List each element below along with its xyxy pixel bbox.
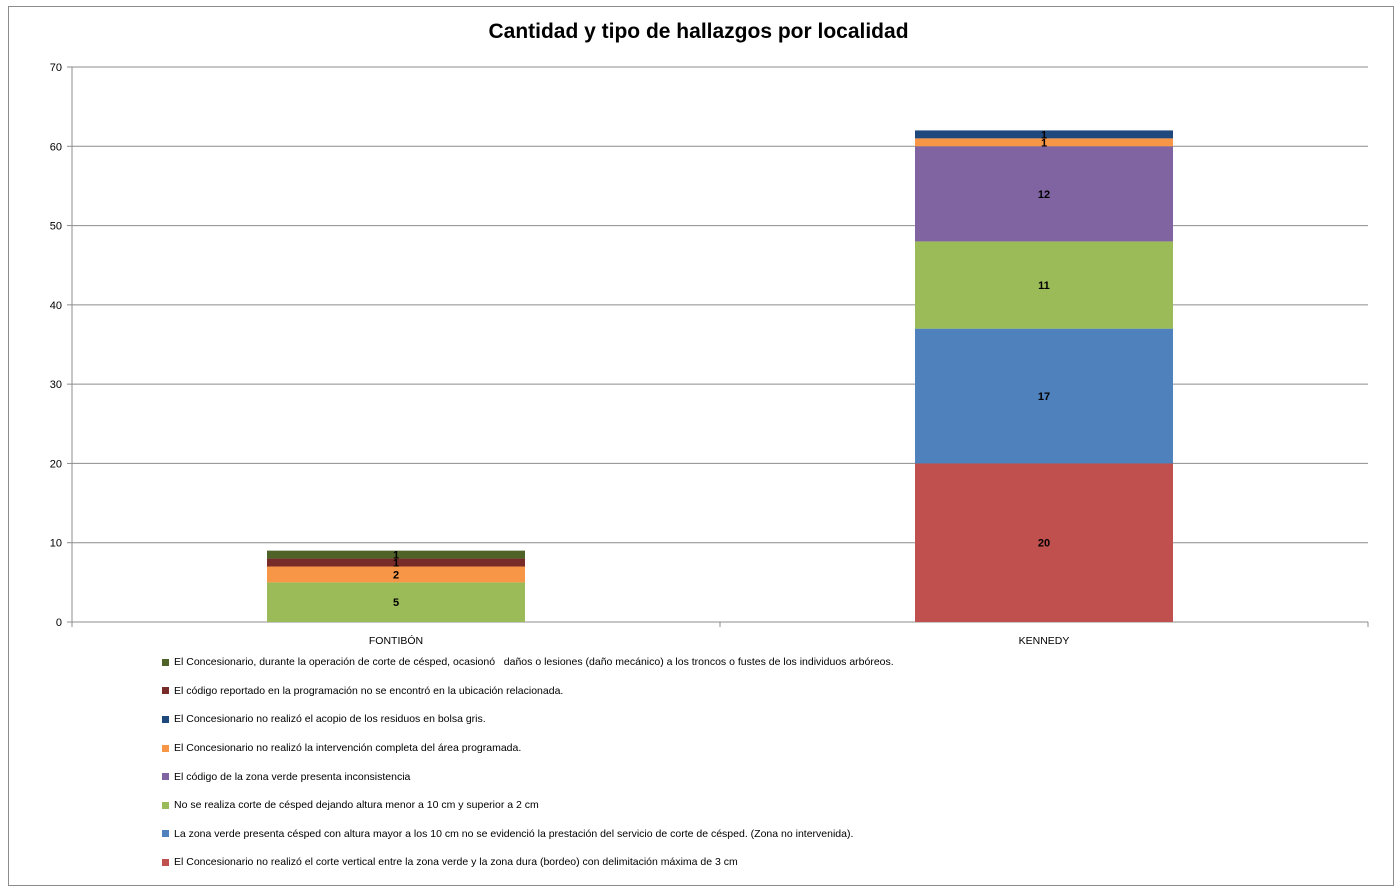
legend-swatch — [162, 715, 169, 723]
x-tick-label: FONTIBÓN — [369, 634, 423, 647]
legend-swatch — [162, 830, 169, 838]
bar-segment — [267, 550, 525, 559]
bar-segment — [267, 566, 525, 583]
legend-swatch — [162, 858, 169, 866]
legend-item: El código reportado en la programación n… — [162, 677, 1362, 706]
y-tick-label: 50 — [50, 221, 62, 233]
bar-segment — [267, 558, 525, 567]
data-label: 12 — [1038, 189, 1050, 201]
bar-segment — [915, 328, 1173, 464]
bar-segment — [915, 146, 1173, 242]
y-tick-label: 0 — [56, 617, 62, 629]
bar-segment — [915, 241, 1173, 329]
legend-label: El Concesionario no realizó el corte ver… — [174, 856, 738, 869]
bar-segment — [267, 582, 525, 622]
y-tick-label: 60 — [50, 141, 62, 153]
legend-label: El Concesionario no realizó el acopio de… — [174, 713, 486, 726]
data-label: 1 — [393, 550, 399, 562]
legend-swatch — [162, 801, 169, 809]
chart-title: Cantidad y tipo de hallazgos por localid… — [488, 20, 909, 43]
legend-item: El Concesionario no realizó la intervenc… — [162, 734, 1362, 763]
legend-item: El código de la zona verde presenta inco… — [162, 762, 1362, 791]
data-label: 5 — [393, 597, 399, 609]
data-label: 2 — [393, 569, 399, 581]
legend-swatch — [162, 773, 169, 781]
data-label: 1 — [1041, 129, 1047, 141]
legend-swatch — [162, 658, 169, 666]
legend-label: El código de la zona verde presenta inco… — [174, 770, 411, 783]
y-tick-label: 70 — [50, 62, 62, 74]
bar-segment — [915, 138, 1173, 147]
x-tick-label: KENNEDY — [1019, 635, 1070, 647]
chart-plot: 0102030405060705211FONTIBÓN2017111211KEN… — [50, 62, 1369, 647]
y-tick-label: 30 — [50, 379, 62, 391]
legend-label: No se realiza corte de césped dejando al… — [174, 799, 539, 812]
legend-label: El Concesionario, durante la operación d… — [174, 656, 894, 669]
legend-label: El código reportado en la programación n… — [174, 684, 564, 697]
chart-legend: El Concesionario, durante la operación d… — [162, 648, 1362, 877]
legend-label: La zona verde presenta césped con altura… — [174, 827, 854, 840]
bar-segment — [915, 463, 1173, 622]
data-label: 17 — [1038, 391, 1050, 403]
legend-item: El Concesionario no realizó el acopio de… — [162, 705, 1362, 734]
data-label: 1 — [1041, 137, 1047, 149]
data-label: 11 — [1038, 280, 1050, 292]
bar-segment — [915, 130, 1173, 139]
legend-swatch — [162, 687, 169, 695]
y-tick-label: 10 — [50, 538, 62, 550]
legend-item: El Concesionario no realizó el corte ver… — [162, 848, 1362, 877]
y-tick-label: 20 — [50, 458, 62, 470]
data-label: 1 — [393, 558, 399, 570]
y-tick-label: 40 — [50, 300, 62, 312]
data-label: 20 — [1038, 538, 1050, 550]
legend-item: El Concesionario, durante la operación d… — [162, 648, 1362, 677]
legend-item: No se realiza corte de césped dejando al… — [162, 791, 1362, 820]
legend-swatch — [162, 744, 169, 752]
legend-item: La zona verde presenta césped con altura… — [162, 820, 1362, 849]
legend-label: El Concesionario no realizó la intervenc… — [174, 742, 522, 755]
